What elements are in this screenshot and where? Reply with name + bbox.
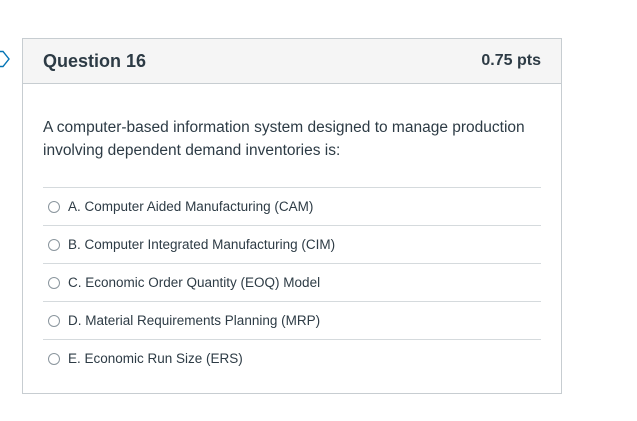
radio-button[interactable] xyxy=(48,314,60,327)
answer-option-a[interactable]: A. Computer Aided Manufacturing (CAM) xyxy=(43,188,541,226)
answer-label: D. Material Requirements Planning (MRP) xyxy=(68,313,321,328)
answer-label: C. Economic Order Quantity (EOQ) Model xyxy=(68,275,321,290)
answer-label: E. Economic Run Size (ERS) xyxy=(68,351,243,366)
answer-option-d[interactable]: D. Material Requirements Planning (MRP) xyxy=(43,302,541,340)
answer-label: B. Computer Integrated Manufacturing (CI… xyxy=(68,237,336,252)
radio-button[interactable] xyxy=(48,352,60,365)
answer-option-c[interactable]: C. Economic Order Quantity (EOQ) Model xyxy=(43,264,541,302)
radio-button[interactable] xyxy=(48,238,60,251)
answer-option-e[interactable]: E. Economic Run Size (ERS) xyxy=(43,340,541,377)
question-header: Question 16 0.75 pts xyxy=(23,39,561,84)
question-text: A computer-based information system desi… xyxy=(43,119,525,159)
flag-marker-icon[interactable] xyxy=(0,50,10,68)
radio-button[interactable] xyxy=(48,276,60,289)
answer-list: A. Computer Aided Manufacturing (CAM) B.… xyxy=(43,187,541,377)
radio-button[interactable] xyxy=(48,200,60,213)
question-body: A computer-based information system desi… xyxy=(23,84,561,377)
question-title: Question 16 xyxy=(43,50,147,71)
question-points: 0.75 pts xyxy=(481,52,541,69)
answer-option-b[interactable]: B. Computer Integrated Manufacturing (CI… xyxy=(43,226,541,264)
question-card: Question 16 0.75 pts A computer-based in… xyxy=(22,38,562,394)
answer-label: A. Computer Aided Manufacturing (CAM) xyxy=(68,199,314,214)
